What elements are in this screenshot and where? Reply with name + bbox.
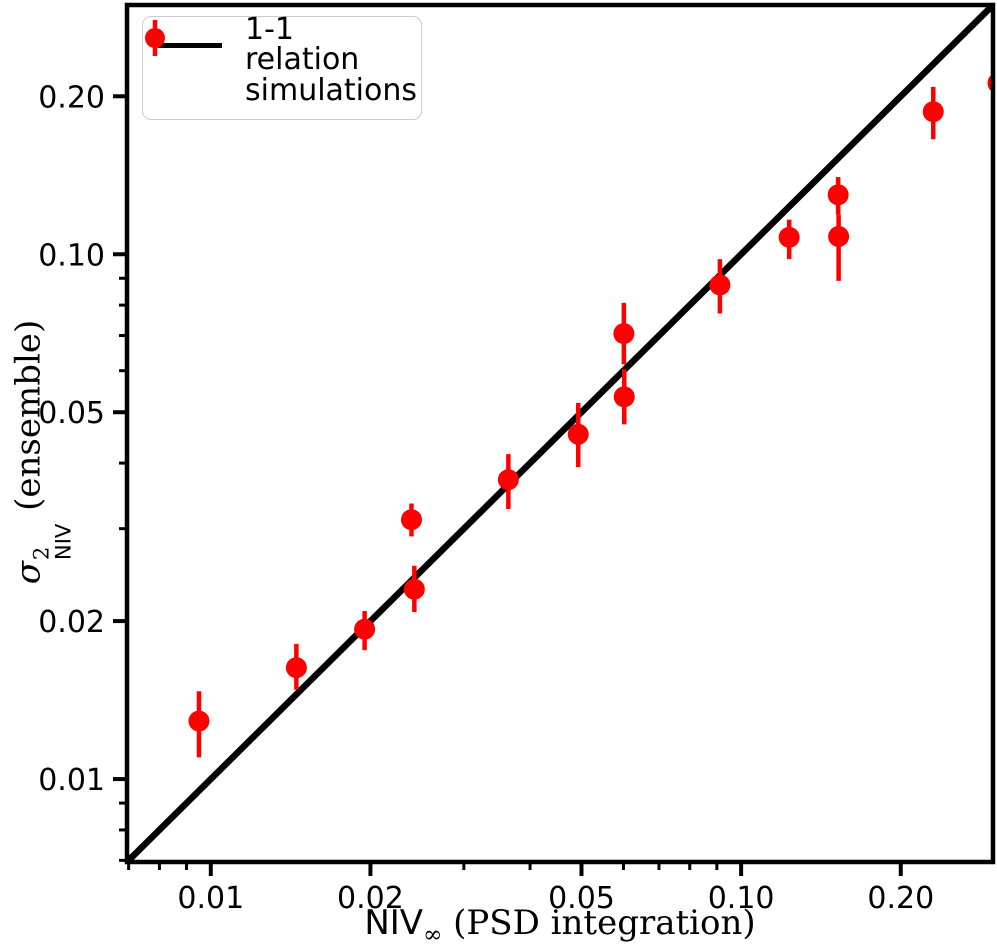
data-point	[778, 226, 800, 248]
x-axis-label-rest: (PSD integration)	[442, 903, 756, 943]
data-point	[922, 101, 944, 123]
plot-border	[124, 2, 996, 865]
black-line-swatch	[158, 42, 222, 48]
data-point	[285, 657, 307, 679]
x-tick-label: 0.05	[548, 881, 615, 916]
y-tick-label: 0.02	[38, 605, 105, 640]
data-point	[827, 184, 849, 206]
data-point	[613, 386, 635, 408]
x-tick-label: 0.10	[708, 881, 775, 916]
y-axis-label: σ 2 NIV (ensemble)	[8, 319, 76, 585]
x-tick-label: 0.20	[867, 881, 934, 916]
y-tick-label: 0.10	[38, 238, 105, 273]
data-point	[188, 710, 210, 732]
one-to-one-line	[127, 5, 993, 862]
legend-item-simulations: simulations	[145, 20, 417, 112]
y-tick-label: 0.01	[38, 763, 105, 798]
sigma-symbol: σ	[8, 561, 49, 585]
axis-ticks: 0.01 0.02 0.05 0.10 0.20 0.01 0.02 0.05 0.10 0.20	[38, 80, 934, 916]
data-point	[403, 578, 425, 600]
errorbar-marker-icon	[145, 20, 165, 56]
sigma-subscript: NIV	[50, 523, 76, 561]
x-tick-label: 0.01	[177, 881, 244, 916]
data-point	[497, 469, 519, 491]
data-point	[613, 323, 635, 345]
simulations-series	[188, 73, 993, 758]
y-axis-label-rest: (ensemble)	[8, 319, 49, 522]
legend-label-simulations: simulations	[245, 73, 418, 108]
data-point	[354, 618, 376, 640]
data-point	[567, 423, 589, 445]
legend-label-one-to-one: 1-1 relation	[245, 12, 360, 77]
y-tick-label: 0.20	[38, 80, 105, 115]
sigma-superscript: 2	[28, 546, 54, 561]
legend: 1-1 relation simulations	[142, 15, 422, 120]
x-axis-label-main: NIV	[364, 903, 424, 943]
data-point	[828, 226, 850, 248]
data-point	[709, 274, 731, 296]
infinity-subscript: ∞	[423, 921, 443, 948]
sigma-supsub: 2 NIV	[28, 523, 76, 561]
data-point	[400, 509, 422, 531]
y-tick-label: 0.05	[38, 396, 105, 431]
legend-item-one-to-one: 1-1 relation	[153, 15, 413, 75]
x-tick-label: 0.02	[337, 881, 404, 916]
x-axis-label: NIV∞ (PSD integration)	[127, 903, 993, 948]
legend-line-swatch	[153, 42, 227, 48]
